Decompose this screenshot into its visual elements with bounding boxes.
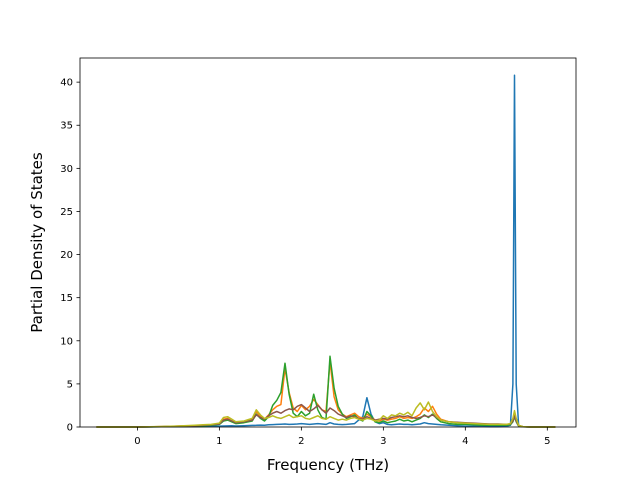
- x-tick-label: 0: [134, 436, 140, 447]
- x-axis-ticks: 0 1 2 3 4 5: [134, 427, 550, 447]
- x-tick-label: 3: [380, 436, 386, 447]
- y-axis-ticks: 0 5 10 15 20 25 30 35 40: [60, 78, 80, 434]
- y-tick-label: 20: [60, 250, 73, 261]
- plot-frame: [79, 57, 577, 428]
- series-line-5: [96, 401, 556, 428]
- y-tick-label: 35: [60, 121, 73, 132]
- y-tick-label: 0: [67, 423, 73, 434]
- y-tick-label: 40: [60, 78, 73, 89]
- y-tick-label: 15: [60, 293, 73, 304]
- series-line-1: [96, 74, 556, 428]
- x-tick-label: 4: [462, 436, 468, 447]
- x-axis-label: Frequency (THz): [267, 456, 389, 474]
- x-tick-label: 2: [298, 436, 304, 447]
- y-tick-label: 10: [60, 336, 73, 347]
- y-tick-label: 5: [67, 379, 73, 390]
- x-tick-label: 1: [216, 436, 222, 447]
- y-tick-label: 25: [60, 207, 73, 218]
- x-tick-label: 5: [544, 436, 550, 447]
- y-axis-label: Partial Density of States: [28, 152, 46, 333]
- y-tick-label: 30: [60, 164, 73, 175]
- series-lines: [96, 74, 556, 428]
